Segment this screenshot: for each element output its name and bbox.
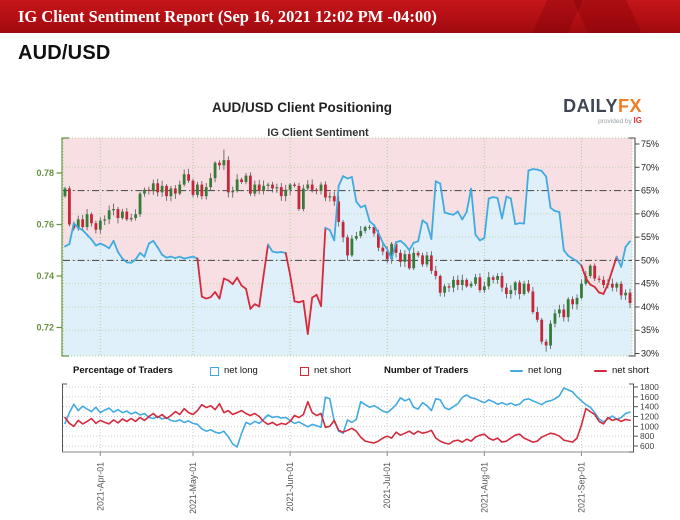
chart-subtitle: IG Client Sentiment xyxy=(267,127,369,139)
logo-tagline: provided by xyxy=(598,118,632,125)
net-short-line-swatch xyxy=(594,370,607,373)
logo-ig: IG xyxy=(633,116,642,125)
svg-text:1200: 1200 xyxy=(640,411,659,421)
legend-group-percentage: Percentage of Traders xyxy=(73,365,173,376)
svg-text:65%: 65% xyxy=(641,186,659,196)
legend-group-number: Number of Traders xyxy=(384,365,469,376)
svg-text:2021-Jun-01: 2021-Jun-01 xyxy=(285,462,295,512)
svg-text:1400: 1400 xyxy=(640,402,659,412)
legend-net-long2-label: net long xyxy=(528,365,562,376)
svg-text:1000: 1000 xyxy=(640,421,659,431)
svg-text:55%: 55% xyxy=(641,232,659,242)
net-long-line-swatch xyxy=(510,370,523,373)
svg-text:800: 800 xyxy=(640,431,654,441)
logo-fx: FX xyxy=(617,96,642,116)
svg-text:75%: 75% xyxy=(641,139,659,149)
svg-text:30%: 30% xyxy=(641,349,659,359)
svg-text:2021-Aug-01: 2021-Aug-01 xyxy=(479,462,489,513)
svg-text:0.74: 0.74 xyxy=(36,271,54,281)
svg-text:1600: 1600 xyxy=(640,392,659,402)
svg-text:70%: 70% xyxy=(641,162,659,172)
chart-legend: Percentage of Traders net long net short… xyxy=(62,362,649,380)
svg-text:1800: 1800 xyxy=(640,382,659,392)
report-header-bar: IG Client Sentiment Report (Sep 16, 2021… xyxy=(0,0,680,33)
net-short-box-swatch xyxy=(300,366,309,376)
svg-text:50%: 50% xyxy=(641,255,659,265)
logo-daily: DAILY xyxy=(563,96,618,116)
svg-text:40%: 40% xyxy=(641,302,659,312)
svg-text:2021-May-01: 2021-May-01 xyxy=(188,462,198,514)
svg-text:35%: 35% xyxy=(641,325,659,335)
net-long-box-swatch xyxy=(210,366,219,376)
legend-net-long-label: net long xyxy=(224,365,258,376)
svg-text:2021-Sep-01: 2021-Sep-01 xyxy=(576,462,586,513)
svg-text:600: 600 xyxy=(640,441,654,451)
svg-text:0.76: 0.76 xyxy=(36,220,54,230)
svg-text:0.72: 0.72 xyxy=(36,323,54,333)
dailyfx-logo: DAILYFX provided by IG xyxy=(563,97,642,126)
legend-net-short-label: net short xyxy=(314,365,351,376)
svg-text:2021-Jul-01: 2021-Jul-01 xyxy=(382,462,392,509)
legend-net-short2-label: net short xyxy=(612,365,649,376)
svg-text:2021-Apr-01: 2021-Apr-01 xyxy=(95,462,105,511)
svg-text:0.78: 0.78 xyxy=(36,168,54,178)
svg-text:45%: 45% xyxy=(641,279,659,289)
chart-title: AUD/USD Client Positioning xyxy=(212,100,392,115)
sentiment-chart: 0.78 0.76 0.74 0.72 75% 70% 65% 60% 55% 50% 45% 40%… xyxy=(36,137,659,514)
symbol-heading: AUD/USD xyxy=(18,42,111,64)
svg-text:60%: 60% xyxy=(641,209,659,219)
report-title: IG Client Sentiment Report (Sep 16, 2021… xyxy=(18,7,437,26)
